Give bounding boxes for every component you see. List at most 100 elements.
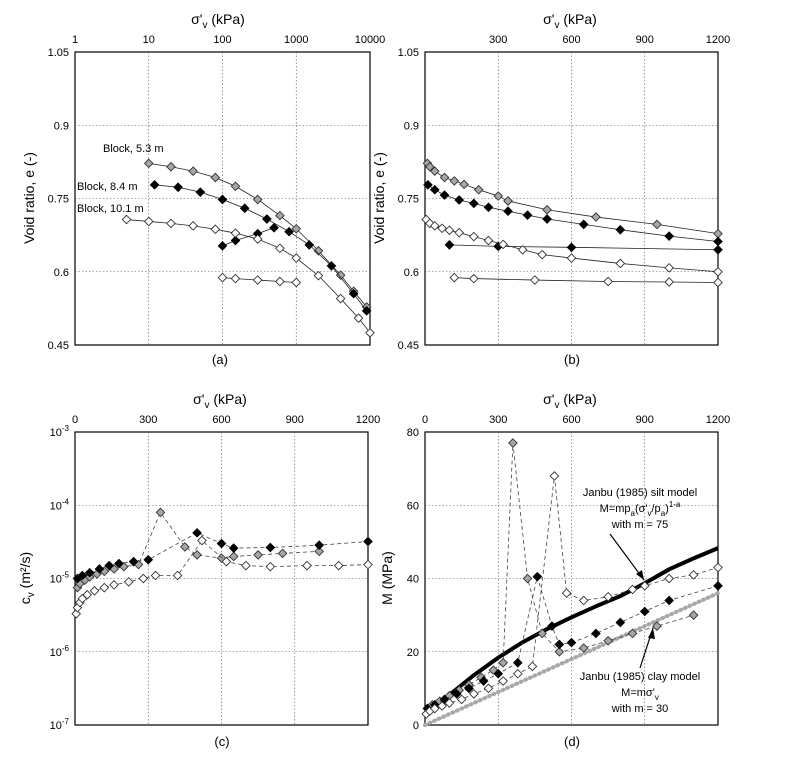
silt-model-arrow [609, 533, 645, 581]
x-tick-label: 300 [489, 34, 507, 46]
data-point [228, 551, 239, 562]
data-point [230, 181, 241, 192]
data-point [566, 253, 577, 263]
data-point [230, 235, 241, 246]
data-point [456, 694, 467, 705]
data-point [197, 535, 207, 546]
data-point [335, 293, 346, 304]
data-point [253, 550, 263, 560]
data-point [228, 543, 239, 553]
data-point [172, 570, 183, 581]
y-tick-label: 0 [413, 720, 419, 732]
x-axis-title-c: σ'v (kPa) [193, 391, 247, 411]
data-point [425, 161, 435, 172]
silt-model-formula: M=mpa(σ'v/pa)1-a [600, 500, 681, 518]
data-point [554, 639, 565, 650]
data-point [429, 184, 440, 195]
data-point [252, 194, 263, 205]
data-point [188, 166, 198, 176]
data-point [150, 570, 161, 581]
data-point [180, 542, 190, 552]
data-point [275, 276, 285, 287]
data-point [498, 676, 508, 686]
data-point [365, 327, 375, 338]
data-point [425, 218, 435, 229]
panel-d: 0 300 600 900 1200 0 20 40 60 80 σ'v (kPa) M (MP… [379, 391, 730, 749]
data-point [348, 288, 359, 299]
data-point [149, 179, 160, 190]
panel-label-a: (a) [212, 352, 228, 367]
data-point [429, 221, 440, 231]
data-point [114, 558, 124, 569]
silt-model-title: Janbu (1985) silt model [583, 487, 697, 499]
data-point [363, 559, 373, 570]
data-point [217, 194, 228, 205]
data-point [166, 161, 176, 172]
y-tick-label: 10-7 [50, 717, 70, 732]
data-point [138, 573, 149, 584]
series-line [75, 539, 369, 614]
data-point [603, 591, 613, 602]
data-point [104, 560, 115, 571]
x-tick-label: 0 [422, 414, 428, 426]
data-point [444, 240, 455, 250]
y-tick-label: 20 [407, 647, 419, 659]
data-point [512, 668, 523, 679]
data-point [578, 595, 589, 606]
x-tick-label: 1200 [356, 414, 380, 426]
series-line [454, 277, 719, 283]
clay-model-annotation: Janbu (1985) clay model M=mσ'v with m = … [580, 627, 700, 715]
y-tick-label: 0.9 [404, 120, 419, 132]
x-tick-label: 600 [562, 414, 580, 426]
x-tick-label: 1000 [284, 34, 308, 46]
data-point [275, 210, 285, 221]
y-tick-label: 0.75 [398, 194, 419, 206]
annotation-block-8-4: Block, 8.4 m [77, 181, 138, 193]
data-point [241, 560, 251, 571]
data-point [664, 595, 675, 606]
data-point [503, 206, 513, 217]
data-point [326, 261, 337, 271]
y-tick-label: 60 [407, 500, 419, 512]
data-point [363, 536, 373, 547]
gridlines-b [425, 52, 718, 345]
data-point [252, 275, 263, 285]
data-point [230, 228, 241, 239]
y-tick-label: 0.45 [48, 340, 69, 352]
data-point [210, 224, 221, 235]
data-point [713, 228, 723, 239]
data-point [437, 701, 447, 711]
data-point [302, 560, 312, 571]
x-tick-label: 900 [286, 414, 304, 426]
y-tick-labels-c: 10-7 10-6 10-5 10-4 10-3 [50, 424, 70, 732]
data-point [664, 263, 675, 273]
x-axis-title-b: σ'v (kPa) [543, 11, 597, 31]
data-point [217, 272, 228, 283]
data-point [483, 683, 494, 694]
clay-model-arrowhead [648, 628, 655, 639]
x-tick-label: 600 [562, 34, 580, 46]
data-point [173, 182, 183, 193]
data-point [664, 573, 675, 584]
data-point [265, 561, 276, 572]
clay-model-formula: M=mσ'v [621, 687, 659, 702]
data-point [542, 204, 552, 215]
data-point [143, 216, 154, 227]
y-axis-title-b: Void ratio, e (-) [371, 152, 387, 244]
data-point [478, 676, 489, 686]
y-tick-label: 0.9 [54, 120, 69, 132]
data-point [483, 235, 494, 246]
y-tick-label: 0.45 [398, 340, 419, 352]
data-point [615, 258, 626, 269]
model-line [423, 546, 719, 718]
data-point [527, 661, 538, 672]
data-point [155, 507, 166, 518]
data-point [603, 635, 613, 646]
data-point [522, 210, 533, 220]
data-point [304, 240, 315, 250]
panel-a: 1 10 100 1000 10000 0.45 0.6 0.75 0.9 1.05 σ'v (… [21, 11, 385, 367]
y-tick-label: 10-5 [50, 571, 70, 586]
data-point [454, 195, 465, 205]
x-tick-label: 900 [636, 34, 654, 46]
data-point [84, 567, 95, 578]
